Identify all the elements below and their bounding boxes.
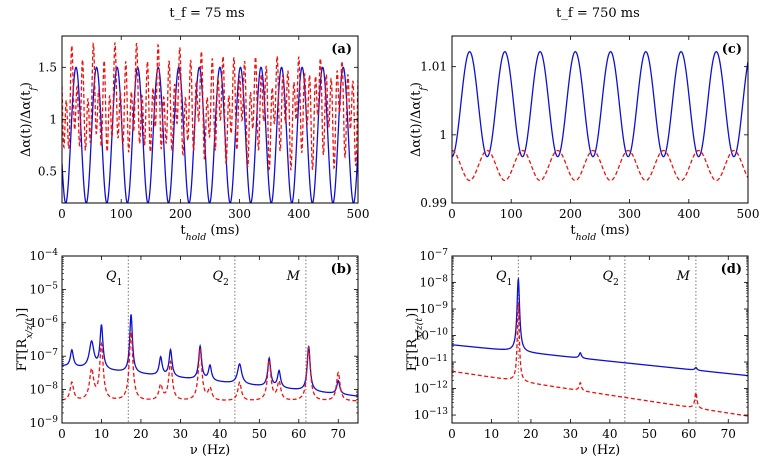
series-c-red-dashed	[452, 149, 748, 182]
vline-label-Q2: Q2	[602, 269, 618, 288]
xtick-label: 300	[618, 207, 641, 221]
xtick-label: 400	[677, 207, 700, 221]
xtick-label: 500	[737, 207, 760, 221]
ytick-label: 10−5	[29, 281, 58, 296]
vline-label-Q2: Q2	[212, 269, 228, 288]
xtick-label: 30	[563, 427, 578, 441]
vline-label-M: M	[676, 269, 691, 284]
xtick-label: 40	[212, 427, 227, 441]
panel-c: 0 100 200 300 400 500 0.99 1 1.01 (c) thold (ms) Δα…	[409, 35, 760, 243]
xtick-label: 0	[448, 207, 456, 221]
ytick-label: 1	[49, 113, 57, 127]
ytick-label: 10−9	[419, 301, 448, 316]
xtick-label: 40	[602, 427, 617, 441]
ylabel-c: Δα(t)/Δα(tf)	[409, 82, 429, 157]
panel-label-a: (a)	[331, 42, 352, 57]
xtick-label: 100	[500, 207, 523, 221]
xtick-label: 70	[721, 427, 736, 441]
ytick-label: 10−7	[29, 348, 58, 363]
ytick-label: 1	[439, 128, 447, 142]
ylabel-b: FT[Rx/z(t)]	[15, 308, 35, 371]
xtick-label: 60	[291, 427, 306, 441]
ytick-label: 10−11	[414, 354, 448, 369]
ytick-label: 10−8	[419, 275, 448, 290]
xlabel-d: ν (Hz)	[580, 443, 620, 458]
ytick-label: 10−6	[29, 315, 58, 330]
xlabel-a: thold (ms)	[180, 223, 239, 243]
xtick-label: 200	[559, 207, 582, 221]
xtick-label: 500	[347, 207, 370, 221]
ylabel-d: FT[Rx/z(t)]	[405, 308, 425, 371]
series-b-blue-solid	[62, 314, 358, 397]
xtick-label: 30	[173, 427, 188, 441]
ytick-label: 10−7	[419, 248, 448, 263]
ytick-label: 10−10	[414, 328, 449, 343]
xtick-label: 10	[484, 427, 499, 441]
xlabel-b: ν (Hz)	[190, 443, 230, 458]
ytick-label: 0.99	[420, 196, 447, 210]
xtick-label: 0	[448, 427, 456, 441]
right-column-title: t_f = 750 ms	[556, 6, 640, 21]
panel-d: Q1 Q2 M 0 10 20 30 40 50 60 70 10−13 10−12 10−11 10−10…	[405, 248, 749, 458]
ytick-label: 0.5	[38, 165, 57, 179]
series-b-red-dashed	[62, 331, 358, 402]
series-c-blue-solid	[452, 51, 748, 158]
ytick-label: 1.5	[38, 60, 57, 74]
vline-label-M: M	[286, 269, 301, 284]
xtick-label: 0	[58, 427, 66, 441]
panel-a: 0 100 200 300 400 500 0.5 1 1.5 (a) thold (ms) Δα(t…	[19, 35, 370, 243]
series-d-red-dashed	[452, 302, 748, 417]
xtick-label: 0	[58, 207, 66, 221]
ylabel-a: Δα(t)/Δα(tf)	[19, 82, 39, 157]
ytick-label: 10−13	[414, 407, 449, 422]
vline-label-Q1: Q1	[106, 269, 122, 288]
ytick-label: 1.01	[420, 60, 447, 74]
series-a-red-dashed	[62, 42, 358, 171]
panel-b: Q1 Q2 M 0 10 20 30 40 50 60 70 10−9 10−8 10−7 10−6 10−5…	[15, 248, 359, 458]
xtick-label: 100	[110, 207, 133, 221]
xtick-label: 50	[252, 427, 267, 441]
xlabel-c: thold (ms)	[570, 223, 629, 243]
axes-frame-b	[61, 255, 359, 424]
vline-label-Q1: Q1	[496, 269, 512, 288]
xtick-label: 20	[133, 427, 148, 441]
xtick-label: 400	[287, 207, 310, 221]
panel-label-d: (d)	[721, 262, 742, 277]
ytick-label: 10−9	[29, 415, 58, 430]
xtick-label: 70	[331, 427, 346, 441]
panel-label-c: (c)	[722, 42, 742, 57]
axes-frame-c	[451, 35, 749, 204]
ytick-label: 10−4	[29, 248, 58, 263]
xtick-label: 200	[169, 207, 192, 221]
xtick-label: 20	[523, 427, 538, 441]
series-d-blue-solid	[452, 277, 748, 377]
xtick-label: 60	[681, 427, 696, 441]
xtick-label: 10	[94, 427, 109, 441]
ytick-label: 10−12	[414, 381, 448, 396]
panel-label-b: (b)	[331, 262, 352, 277]
xtick-label: 300	[228, 207, 251, 221]
xtick-label: 50	[642, 427, 657, 441]
ytick-label: 10−8	[29, 382, 58, 397]
left-column-title: t_f = 75 ms	[169, 6, 244, 21]
